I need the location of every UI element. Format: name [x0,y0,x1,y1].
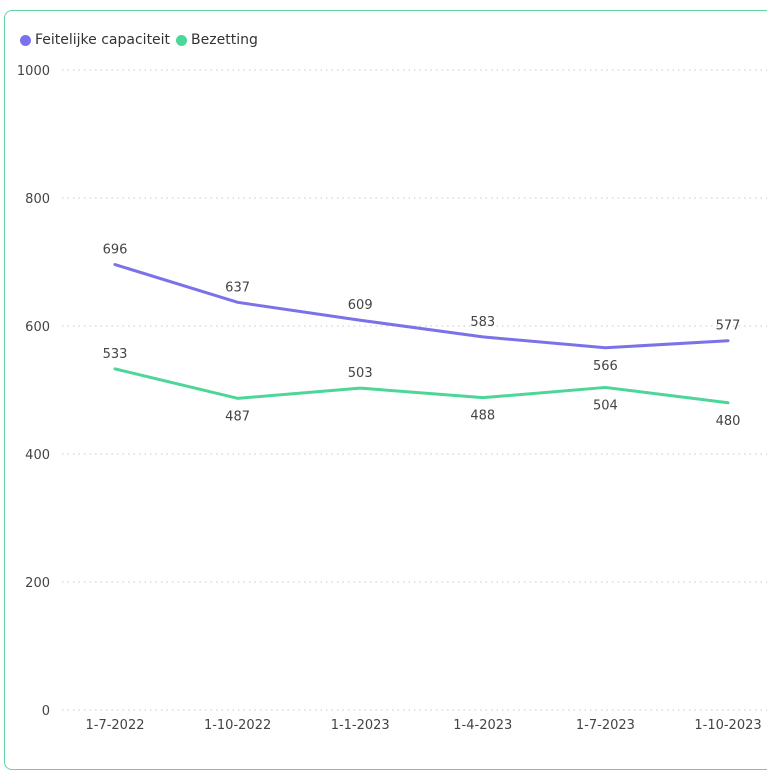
series-line-0 [115,265,728,348]
data-label-s1-2: 503 [348,366,373,381]
x-tick-label-1-1-2023: 1-1-2023 [331,718,390,733]
data-label-s0-1: 637 [225,280,250,295]
y-tick-label-400: 400 [25,448,50,463]
data-label-s0-2: 609 [348,298,373,313]
data-label-s1-1: 487 [225,409,250,424]
y-tick-label-1000: 1000 [17,64,50,79]
data-label-s1-3: 488 [470,409,495,424]
y-tick-label-0: 0 [42,704,50,719]
data-label-s0-0: 696 [103,243,128,258]
data-label-s0-4: 566 [593,359,618,374]
x-tick-label-1-10-2022: 1-10-2022 [204,718,271,733]
y-tick-label-600: 600 [25,320,50,335]
y-tick-label-800: 800 [25,192,50,207]
data-label-s0-3: 583 [470,315,495,330]
x-tick-label-1-7-2022: 1-7-2022 [85,718,144,733]
x-tick-label-1-4-2023: 1-4-2023 [453,718,512,733]
data-label-s1-5: 480 [716,414,741,429]
data-label-s0-5: 577 [716,319,741,334]
y-tick-label-200: 200 [25,576,50,591]
x-tick-label-1-7-2023: 1-7-2023 [576,718,635,733]
x-tick-label-1-10-2023: 1-10-2023 [694,718,761,733]
data-label-s1-4: 504 [593,398,618,413]
data-label-s1-0: 533 [103,347,128,362]
line-chart: 0 200 400 600 800 1000 1-7-2022 1-10-2022 1-1-20… [0,0,767,744]
series-line-1 [115,369,728,403]
